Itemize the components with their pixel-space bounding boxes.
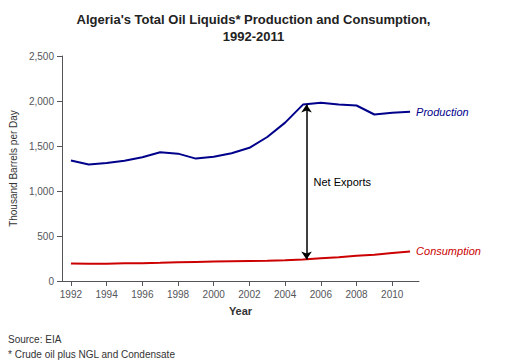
svg-text:Algeria's Total Oil Liquids* P: Algeria's Total Oil Liquids* Production …: [77, 12, 431, 27]
svg-text:2008: 2008: [345, 289, 368, 300]
svg-text:1,500: 1,500: [29, 141, 54, 152]
svg-text:Year: Year: [229, 305, 253, 317]
svg-text:1998: 1998: [167, 289, 190, 300]
svg-text:Consumption: Consumption: [416, 245, 481, 257]
svg-text:0: 0: [48, 276, 54, 287]
svg-text:2006: 2006: [310, 289, 333, 300]
svg-text:1992: 1992: [60, 289, 83, 300]
svg-text:1994: 1994: [96, 289, 119, 300]
svg-text:2010: 2010: [381, 289, 404, 300]
svg-text:* Crude oil plus NGL and Conde: * Crude oil plus NGL and Condensate: [8, 349, 175, 360]
svg-text:1992-2011: 1992-2011: [223, 29, 284, 44]
svg-text:Production: Production: [416, 106, 469, 118]
svg-text:Net Exports: Net Exports: [314, 176, 372, 188]
svg-text:Thousand Barrels per Day: Thousand Barrels per Day: [8, 110, 19, 227]
svg-text:Source: EIA: Source: EIA: [8, 334, 62, 345]
svg-text:2000: 2000: [203, 289, 226, 300]
svg-text:1996: 1996: [131, 289, 154, 300]
svg-text:500: 500: [37, 231, 54, 242]
svg-text:2,500: 2,500: [29, 51, 54, 62]
svg-text:2,000: 2,000: [29, 96, 54, 107]
svg-text:2004: 2004: [274, 289, 297, 300]
svg-text:1,000: 1,000: [29, 186, 54, 197]
svg-text:2002: 2002: [238, 289, 261, 300]
